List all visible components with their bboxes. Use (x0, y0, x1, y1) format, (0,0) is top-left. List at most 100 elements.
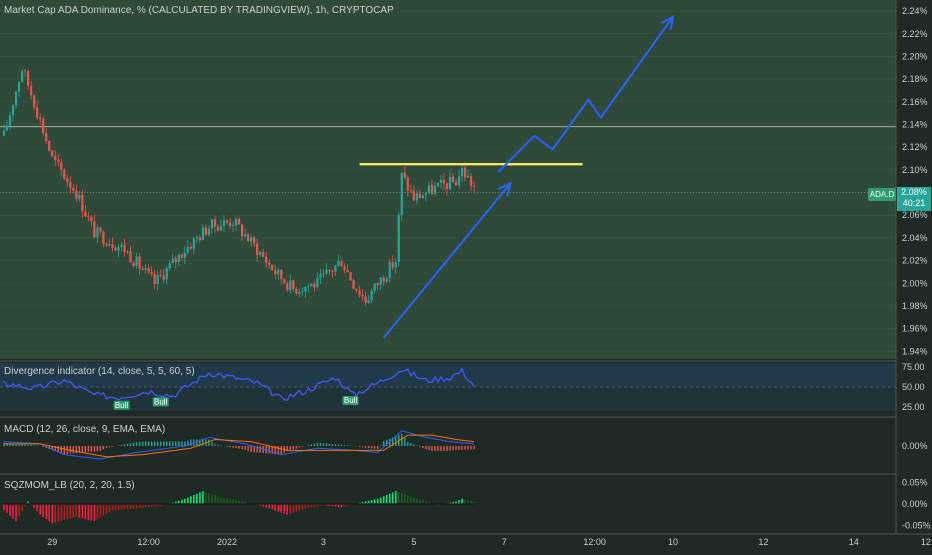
price-tick-label: 2.20% (902, 51, 928, 61)
candle-body (177, 254, 180, 262)
squeeze-dot (99, 503, 102, 505)
candle-body (322, 273, 325, 275)
squeeze-dot (461, 503, 463, 505)
squeeze-dot (443, 503, 445, 505)
squeeze-dot (367, 503, 370, 505)
squeeze-dot (66, 503, 69, 505)
candle-body (295, 289, 298, 294)
candle-body (210, 219, 214, 229)
candle-body (153, 274, 156, 284)
candle-body (370, 290, 373, 301)
time-tick-label: 3 (321, 537, 326, 547)
candle-body (5, 125, 9, 131)
candle-body (225, 220, 229, 223)
squeeze-dot (159, 503, 162, 505)
candle-body (84, 211, 87, 217)
divergence-series: Bull Bull Bull (3, 367, 475, 410)
squeeze-dot (192, 503, 195, 505)
squeeze-dot (72, 503, 75, 505)
squeeze-dot (15, 503, 17, 505)
candle-body (132, 262, 135, 267)
candle-body (240, 224, 244, 237)
squeeze-dot (241, 503, 243, 505)
squeeze-dot (418, 503, 421, 505)
candle-body (75, 190, 78, 199)
macd-line (3, 430, 475, 460)
squeeze-dot (382, 503, 385, 505)
candle-body (328, 269, 331, 272)
candle-body (123, 244, 126, 253)
squeeze-tick-label: -0.05% (902, 521, 931, 531)
squeeze-dot (458, 503, 460, 505)
divergence-tick-label: 75.00 (902, 362, 925, 372)
squeeze-dot (259, 503, 262, 505)
squeeze-dot (211, 503, 213, 505)
squeeze-dot (114, 503, 117, 505)
candle-body (451, 176, 455, 182)
candle-body (259, 252, 262, 255)
squeeze-histogram (3, 491, 476, 524)
squeeze-dot (102, 503, 105, 505)
squeeze-dot (12, 503, 14, 505)
time-axis[interactable]: 29 12:00 2022 3 5 7 12:00 10 12 14 12:00 (47, 537, 932, 547)
candle-body (11, 105, 15, 115)
projection-path-line (497, 16, 674, 173)
candle-body (174, 258, 177, 262)
price-axis[interactable]: 2.24% 2.22% 2.20% 2.18% 2.16% 2.14% 2.12% 2.10%… (902, 6, 931, 530)
last-price-badge: 2.08% 40:21 (897, 187, 931, 211)
candle-body (466, 176, 470, 178)
squeeze-dot (424, 503, 427, 505)
last-price-value: 2.08% (901, 187, 927, 197)
squeeze-dot (36, 503, 39, 505)
candle-body (400, 172, 403, 215)
squeeze-dot (388, 503, 391, 505)
squeeze-dot (87, 503, 90, 505)
squeeze-dot (331, 503, 334, 505)
macd-tick-label: 0.00% (902, 441, 928, 451)
squeeze-dot (449, 503, 451, 505)
candle-body (331, 271, 334, 272)
main-pane-title: Market Cap ADA Dominance, % (CALCULATED … (4, 5, 394, 16)
squeeze-dot (431, 503, 433, 505)
squeeze-dot (108, 503, 111, 505)
candle-body (265, 256, 268, 263)
squeeze-dot (6, 503, 8, 505)
candle-body (289, 280, 292, 291)
candle-body (129, 251, 132, 263)
candle-body (36, 107, 39, 118)
trend-arrow-head (498, 181, 512, 197)
bull-badge (152, 397, 169, 407)
candle-body (283, 279, 286, 284)
squeeze-dot (18, 503, 20, 505)
squeeze-dot (117, 503, 120, 505)
squeeze-dot (358, 503, 361, 505)
squeeze-dot (111, 503, 114, 505)
candle-body (262, 252, 265, 257)
squeeze-dot (177, 503, 180, 505)
candle-body (207, 228, 211, 235)
candle-body (280, 269, 283, 280)
candle-body (439, 179, 443, 183)
squeeze-dot (292, 503, 295, 505)
price-tick-label: 2.04% (902, 233, 928, 243)
squeeze-dot (45, 503, 48, 505)
drawings[interactable] (359, 14, 675, 339)
candle-body (162, 275, 165, 280)
squeeze-dot (298, 503, 301, 505)
candle-body (69, 181, 72, 188)
candle-body (204, 227, 208, 235)
candle-body (141, 268, 144, 270)
squeeze-dot (39, 503, 42, 505)
candle-body (171, 258, 174, 264)
candle-body (340, 261, 343, 267)
candle-body (51, 150, 54, 156)
signal-line (4, 434, 475, 458)
squeeze-dot (470, 503, 472, 505)
time-tick-label: 12:00 (921, 537, 932, 547)
symbol-badge: ADA.D (868, 188, 896, 201)
candle-body (243, 234, 247, 237)
candle-body (463, 167, 467, 178)
candle-body (310, 283, 313, 287)
